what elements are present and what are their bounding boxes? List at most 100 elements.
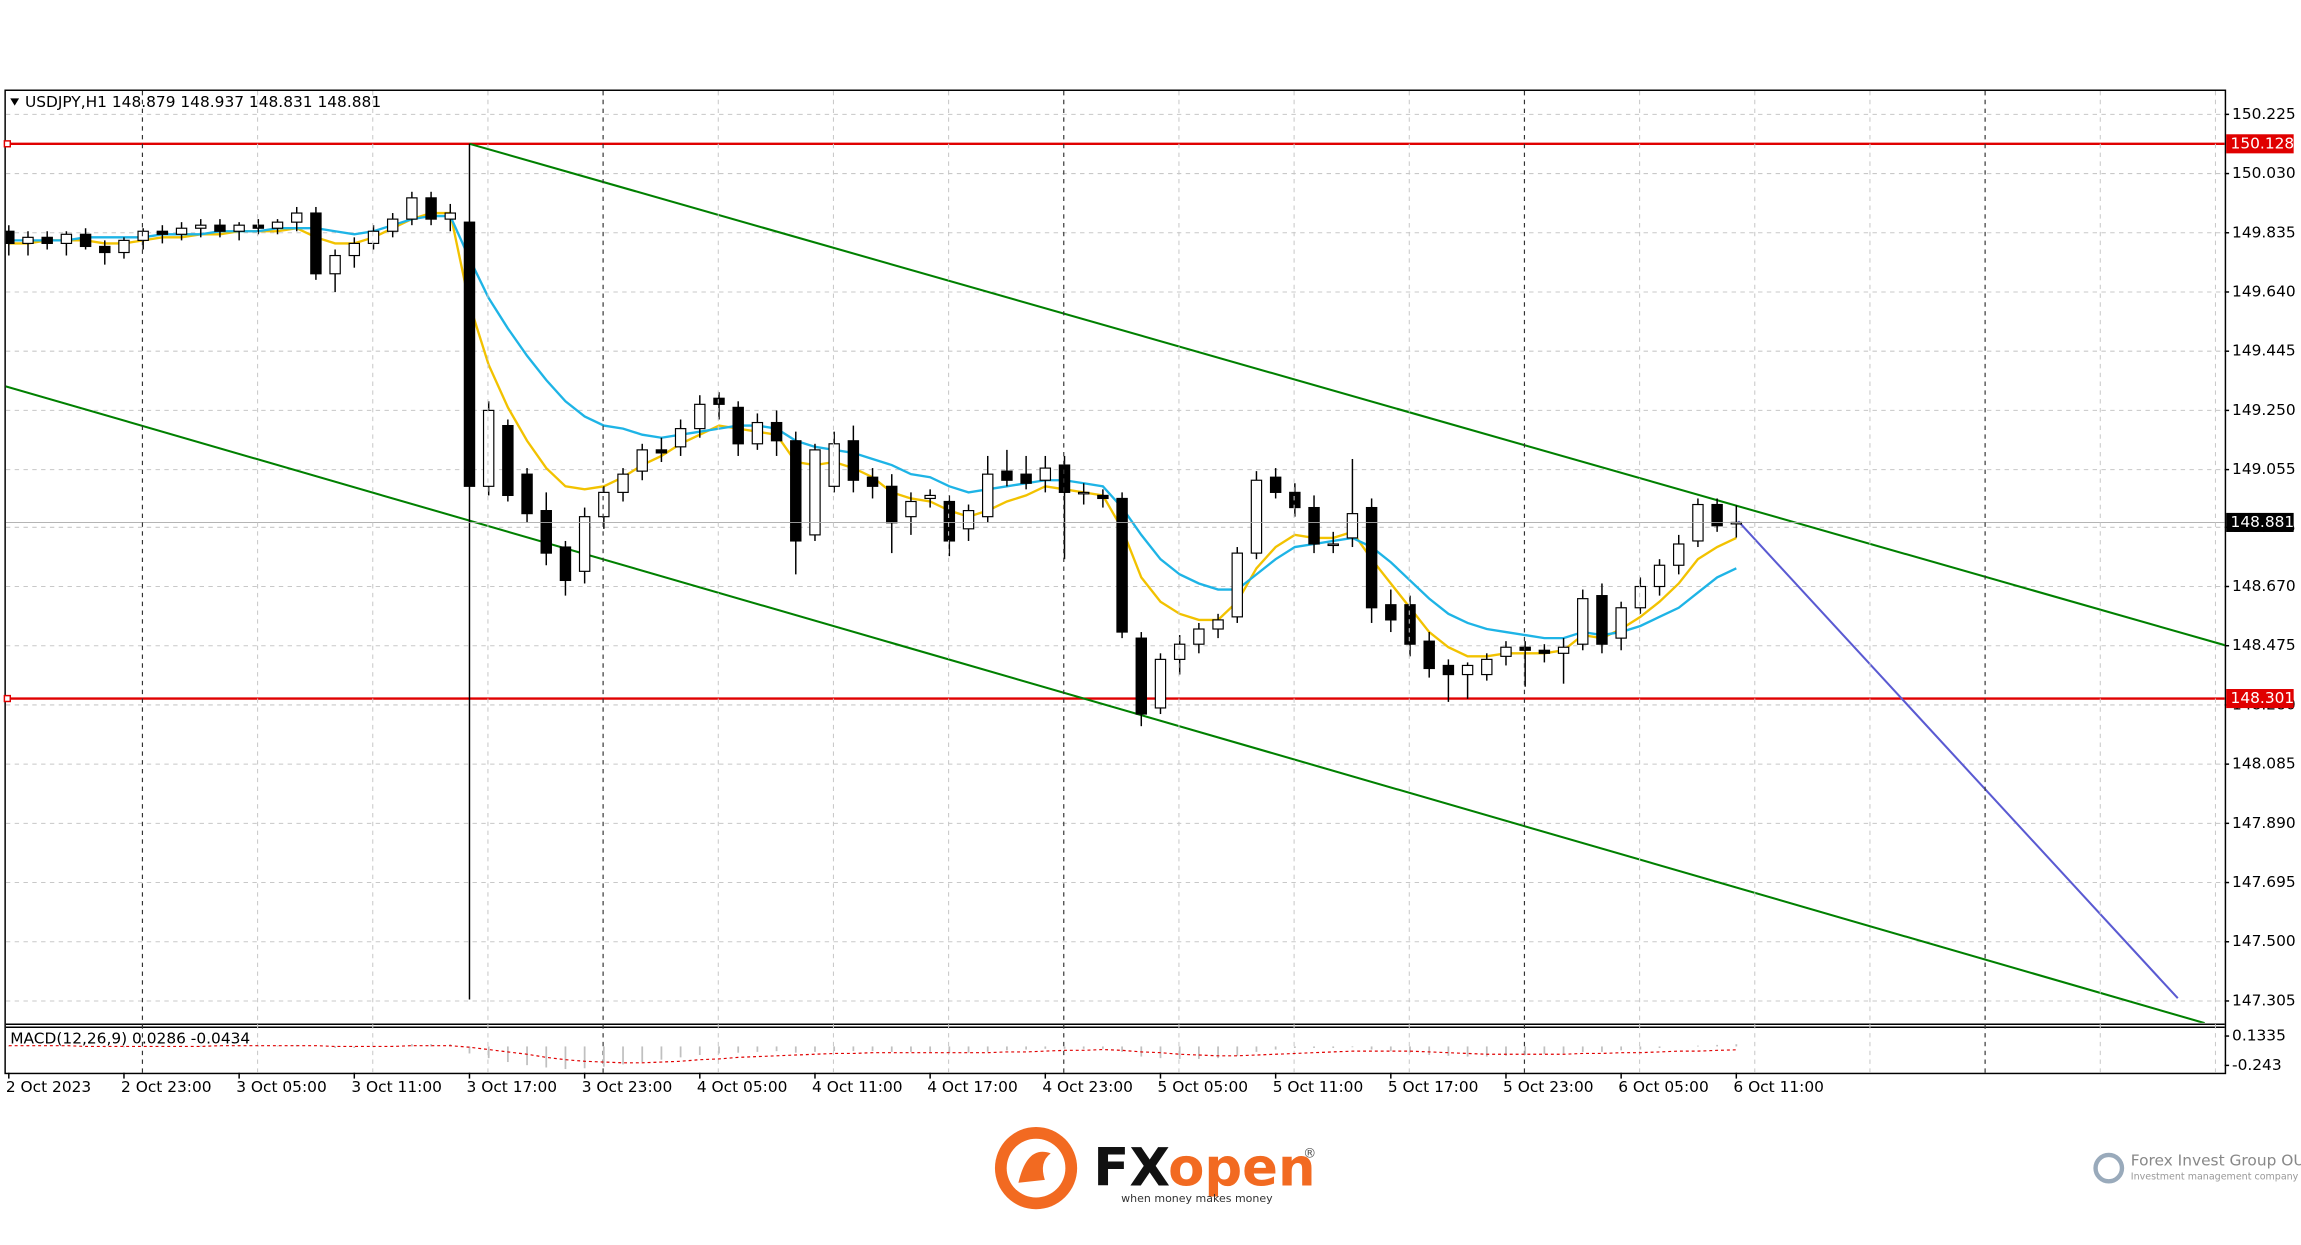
x-tick-label: 2 Oct 23:00 <box>121 1078 212 1096</box>
tagline: when money makes money <box>1121 1192 1273 1205</box>
y-tick-label: 147.500 <box>2232 932 2296 950</box>
trendline <box>5 385 2205 1023</box>
trendline <box>1737 520 2179 999</box>
header-arrow <box>10 98 20 106</box>
brand-mark: ® <box>1303 1146 1316 1161</box>
x-tick-label: 6 Oct 05:00 <box>1618 1078 1709 1096</box>
x-tick-label: 3 Oct 17:00 <box>467 1078 558 1096</box>
y-tick-label: 148.475 <box>2232 636 2296 654</box>
candle-body <box>1154 658 1167 709</box>
candle-body <box>463 221 476 487</box>
candle-body <box>655 449 668 454</box>
candle-body <box>1135 637 1148 715</box>
candle-body <box>1039 467 1052 481</box>
y-tick-label: 149.055 <box>2232 460 2296 478</box>
candle-body <box>1653 564 1666 588</box>
footer-company: Forex Invest Group OU Investment managem… <box>2093 1151 2301 1184</box>
x-tick-label: 5 Oct 11:00 <box>1273 1078 1364 1096</box>
candle-body <box>578 516 591 572</box>
trendline <box>469 142 2225 647</box>
level-marker <box>3 694 12 703</box>
candle-body <box>1173 643 1186 660</box>
candle-body <box>1404 604 1416 645</box>
candle-body <box>943 500 956 542</box>
candle-body <box>866 476 879 487</box>
level-label-box <box>2226 689 2294 709</box>
candle-body <box>444 212 457 220</box>
candle-body <box>502 424 514 497</box>
candle-body <box>60 233 73 244</box>
macd-tick-label: -0.243 <box>2232 1056 2282 1074</box>
x-tick-label: 2 Oct 2023 <box>6 1078 91 1096</box>
candle-body <box>1442 664 1455 676</box>
candle-body <box>348 242 361 257</box>
candle-body <box>329 254 341 275</box>
candle-body <box>886 485 898 524</box>
x-tick-label: 6 Oct 11:00 <box>1733 1078 1824 1096</box>
candle-body <box>521 473 533 515</box>
level-marker <box>3 140 12 148</box>
candle-body <box>252 224 265 229</box>
candle-body <box>1500 646 1512 657</box>
candle-body <box>175 227 188 235</box>
candle-body <box>118 239 130 254</box>
candle-body <box>1481 658 1493 676</box>
y-tick-label: 150.030 <box>2232 164 2296 182</box>
candle-body <box>598 491 610 518</box>
candle-body <box>1001 470 1013 481</box>
candle-body <box>1077 491 1090 495</box>
candle-body <box>233 224 245 232</box>
x-tick-label: 4 Oct 17:00 <box>927 1078 1018 1096</box>
footer-logo: FX open ® when money makes money <box>994 1127 1316 1210</box>
level-label: 148.301 <box>2231 689 2295 707</box>
candle-body <box>41 236 53 244</box>
macd-signal <box>8 1045 1737 1064</box>
chart-title: USDJPY,H1 148.879 148.937 148.831 148.88… <box>25 93 381 111</box>
candle-body <box>636 449 648 472</box>
candle-body <box>195 224 207 229</box>
macd-label: MACD(12,26,9) 0.0286 -0.0434 <box>10 1029 250 1047</box>
candle-body <box>1327 543 1339 547</box>
brand-open: open <box>1168 1138 1316 1199</box>
candle-body <box>22 236 34 244</box>
x-tick-label: 5 Oct 05:00 <box>1158 1078 1249 1096</box>
candle-body <box>5 230 15 244</box>
candle-body <box>1231 552 1243 618</box>
candle-body <box>809 449 821 536</box>
candle-body <box>732 406 744 445</box>
y-tick-label: 148.670 <box>2232 577 2296 595</box>
candle-body <box>99 245 111 254</box>
candle-body <box>1711 503 1723 527</box>
candle-body <box>1250 479 1263 554</box>
company-name: Forex Invest Group OU <box>2131 1151 2301 1169</box>
candle-body <box>425 197 437 220</box>
candle-body <box>1346 513 1359 539</box>
candle-body <box>559 546 572 582</box>
candle-body <box>751 421 764 445</box>
candle-body <box>847 440 860 481</box>
macd-tick-label: 0.1335 <box>2232 1027 2286 1045</box>
candle-body <box>790 440 802 542</box>
candle-body <box>540 510 552 554</box>
current-price-box <box>2226 512 2294 532</box>
x-tick-label: 4 Oct 05:00 <box>697 1078 788 1096</box>
candle-body <box>79 233 92 248</box>
candle-body <box>271 221 284 229</box>
candle-body <box>310 212 322 275</box>
current-price-label: 148.881 <box>2231 513 2295 531</box>
y-tick-label: 149.835 <box>2232 223 2296 241</box>
candle-body <box>1423 640 1435 670</box>
candle-body <box>214 224 226 232</box>
x-tick-label: 3 Oct 05:00 <box>236 1078 327 1096</box>
candle-body <box>1308 506 1320 545</box>
candle-body <box>1461 664 1474 676</box>
candle-body <box>905 500 917 518</box>
candle-body <box>713 397 725 405</box>
candle-body <box>1596 595 1608 645</box>
candle-body <box>1365 506 1378 609</box>
candle-body <box>1097 494 1109 500</box>
candle-body <box>367 230 380 244</box>
candle-body <box>1269 476 1282 493</box>
x-tick-label: 5 Oct 17:00 <box>1388 1078 1479 1096</box>
